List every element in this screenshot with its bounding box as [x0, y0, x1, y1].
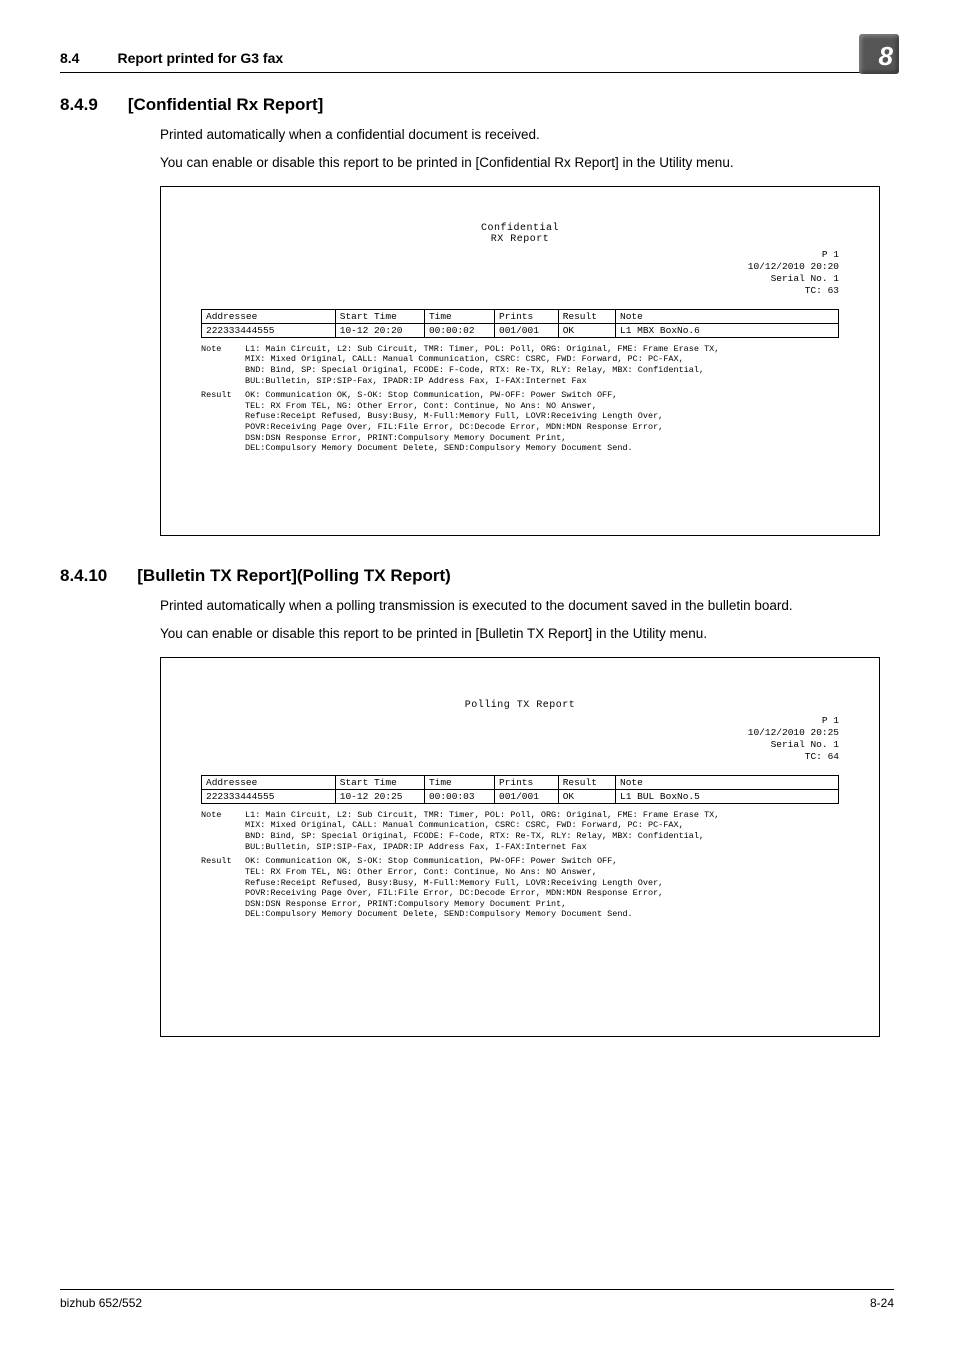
table-row: 222333444555 10-12 20:20 00:00:02 001/00…: [202, 323, 839, 337]
report-meta: P 1 10/12/2010 20:20 Serial No. 1 TC: 63: [201, 249, 839, 297]
header-section-title: Report printed for G3 fax: [117, 50, 283, 66]
table-row: 222333444555 10-12 20:25 00:00:03 001/00…: [202, 789, 839, 803]
cell: 001/001: [495, 789, 559, 803]
meta-tc: TC: 64: [805, 751, 839, 762]
cell: L1 MBX BoxNo.6: [616, 323, 839, 337]
section-849: 8.4.9 [Confidential Rx Report] Printed a…: [60, 95, 894, 536]
section-number: 8.4.10: [60, 566, 107, 586]
table-header-row: Addressee Start Time Time Prints Result …: [202, 309, 839, 323]
cell: OK: [558, 323, 615, 337]
page-footer: bizhub 652/552 8-24: [60, 1289, 894, 1310]
report-table: Addressee Start Time Time Prints Result …: [201, 309, 839, 338]
section-title: [Bulletin TX Report](Polling TX Report): [137, 566, 451, 586]
section-title: [Confidential Rx Report]: [128, 95, 324, 115]
legend-text: L1: Main Circuit, L2: Sub Circuit, TMR: …: [245, 344, 839, 387]
footer-page: 8-24: [870, 1296, 894, 1310]
col-prints: Prints: [495, 309, 559, 323]
paragraph: You can enable or disable this report to…: [160, 153, 894, 173]
col-time: Time: [424, 309, 494, 323]
cell: 00:00:02: [424, 323, 494, 337]
meta-date: 10/12/2010 20:20: [748, 261, 839, 272]
table-header-row: Addressee Start Time Time Prints Result …: [202, 775, 839, 789]
header-section-num: 8.4: [60, 50, 79, 66]
legend-label: Note: [201, 810, 245, 853]
col-result: Result: [558, 775, 615, 789]
section-number: 8.4.9: [60, 95, 98, 115]
col-prints: Prints: [495, 775, 559, 789]
cell: 222333444555: [202, 789, 336, 803]
chapter-badge: 8: [859, 34, 899, 74]
report-meta: P 1 10/12/2010 20:25 Serial No. 1 TC: 64: [201, 715, 839, 763]
col-start-time: Start Time: [335, 775, 424, 789]
report-title: Polling TX Report: [201, 700, 839, 711]
paragraph: Printed automatically when a confidentia…: [160, 125, 894, 145]
report-legend: NoteL1: Main Circuit, L2: Sub Circuit, T…: [201, 810, 839, 920]
meta-serial: Serial No. 1: [771, 739, 839, 750]
report-title: Confidential RX Report: [201, 223, 839, 245]
col-start-time: Start Time: [335, 309, 424, 323]
paragraph: Printed automatically when a polling tra…: [160, 596, 894, 616]
meta-page: P 1: [822, 249, 839, 260]
paragraph: You can enable or disable this report to…: [160, 624, 894, 644]
col-time: Time: [424, 775, 494, 789]
col-note: Note: [616, 309, 839, 323]
meta-serial: Serial No. 1: [771, 273, 839, 284]
legend-text: OK: Communication OK, S-OK: Stop Communi…: [245, 390, 839, 454]
cell: 001/001: [495, 323, 559, 337]
page-header: 8.4 Report printed for G3 fax: [60, 50, 894, 73]
confidential-rx-report-sample: Confidential RX Report P 1 10/12/2010 20…: [160, 186, 880, 536]
report-table: Addressee Start Time Time Prints Result …: [201, 775, 839, 804]
cell: 00:00:03: [424, 789, 494, 803]
section-8410: 8.4.10 [Bulletin TX Report](Polling TX R…: [60, 566, 894, 1037]
cell: 10-12 20:25: [335, 789, 424, 803]
cell: OK: [558, 789, 615, 803]
legend-label: Result: [201, 856, 245, 920]
cell: L1 BUL BoxNo.5: [616, 789, 839, 803]
footer-model: bizhub 652/552: [60, 1296, 142, 1310]
chapter-number: 8: [879, 41, 893, 72]
polling-tx-report-sample: Polling TX Report P 1 10/12/2010 20:25 S…: [160, 657, 880, 1037]
cell: 222333444555: [202, 323, 336, 337]
col-addressee: Addressee: [202, 309, 336, 323]
col-note: Note: [616, 775, 839, 789]
col-result: Result: [558, 309, 615, 323]
legend-label: Note: [201, 344, 245, 387]
meta-tc: TC: 63: [805, 285, 839, 296]
meta-date: 10/12/2010 20:25: [748, 727, 839, 738]
legend-text: OK: Communication OK, S-OK: Stop Communi…: [245, 856, 839, 920]
meta-page: P 1: [822, 715, 839, 726]
legend-text: L1: Main Circuit, L2: Sub Circuit, TMR: …: [245, 810, 839, 853]
cell: 10-12 20:20: [335, 323, 424, 337]
col-addressee: Addressee: [202, 775, 336, 789]
legend-label: Result: [201, 390, 245, 454]
report-legend: NoteL1: Main Circuit, L2: Sub Circuit, T…: [201, 344, 839, 454]
